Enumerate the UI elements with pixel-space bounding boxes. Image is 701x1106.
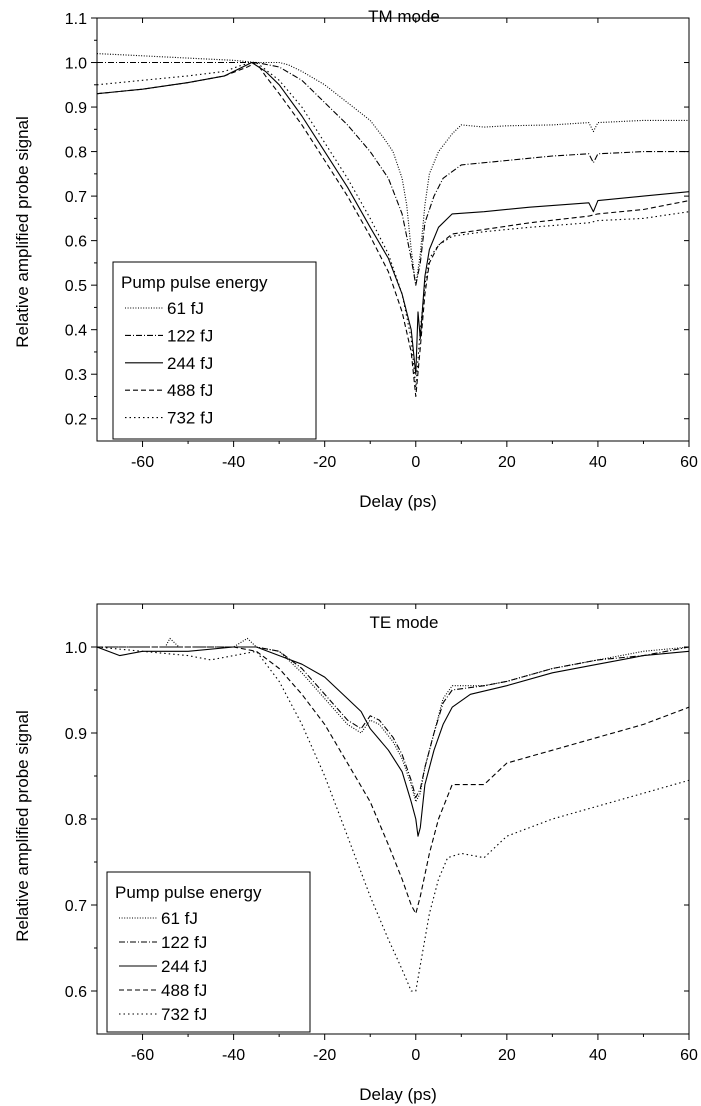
x-tick-label: -40 — [222, 1047, 245, 1064]
axis-ticks: -60 -40 -20 0 20 40 60 0.2 0.3 0.4 0.5 0.6 0.7 0.8 0.9… — [65, 11, 698, 471]
legend-label: 244 fJ — [161, 957, 207, 976]
y-tick-label: 0.8 — [65, 145, 87, 162]
chart-title: TE mode — [370, 613, 439, 632]
legend-label: 488 fJ — [161, 981, 207, 1000]
x-tick-label: 60 — [680, 454, 698, 471]
x-tick-label: 40 — [589, 1047, 607, 1064]
plot-frame — [96, 603, 690, 1035]
y-tick-label: 0.6 — [65, 234, 87, 251]
series-line-61-fj — [97, 53, 689, 286]
legend-label: 122 fJ — [167, 326, 213, 345]
series-line-122-fj — [97, 646, 689, 799]
series-line-122-fj — [97, 61, 689, 286]
legend-box — [106, 871, 311, 1033]
legend: Pump pulse energy 61 fJ 122 fJ 244 fJ 488 fJ… — [112, 261, 317, 440]
legend-label: 122 fJ — [161, 933, 207, 952]
y-axis-title: Relative amplified probe signal — [13, 710, 32, 942]
y-tick-label: 0.2 — [65, 412, 87, 429]
y-tick-label: 1.0 — [65, 56, 87, 73]
chart-title: TM mode — [368, 7, 440, 26]
series-group — [97, 637, 689, 992]
axis-ticks: -60 -40 -20 0 20 40 60 0.6 0.7 0.8 0.9 1.0 — [65, 604, 698, 1064]
tm-mode-chart: TM mode Relative amplified probe signal … — [13, 7, 698, 511]
x-tick-label: -20 — [313, 1047, 336, 1064]
x-axis-title: Delay (ps) — [359, 492, 436, 511]
x-tick-label: -40 — [222, 454, 245, 471]
legend-title: Pump pulse energy — [121, 273, 268, 292]
y-tick-label: 0.9 — [65, 726, 87, 743]
x-tick-label: 0 — [411, 1047, 420, 1064]
legend-label: 732 fJ — [167, 409, 213, 428]
y-axis-title: Relative amplified probe signal — [13, 116, 32, 348]
x-tick-label: 40 — [589, 454, 607, 471]
y-tick-label: 0.4 — [65, 323, 87, 340]
series-line-488-fj — [97, 646, 689, 915]
x-tick-label: -20 — [313, 454, 336, 471]
y-tick-label: 0.5 — [65, 278, 87, 295]
series-line-61-fj — [97, 637, 689, 803]
legend-label: 488 fJ — [167, 381, 213, 400]
legend: Pump pulse energy 61 fJ 122 fJ 244 fJ 488 fJ… — [106, 871, 311, 1033]
plot-frame — [96, 17, 690, 442]
y-tick-label: 0.9 — [65, 100, 87, 117]
y-tick-label: 0.7 — [65, 898, 87, 915]
x-axis-title: Delay (ps) — [359, 1085, 436, 1104]
x-tick-label: -60 — [131, 1047, 154, 1064]
x-tick-label: 60 — [680, 1047, 698, 1064]
legend-label: 61 fJ — [167, 299, 204, 318]
x-tick-label: 20 — [498, 454, 516, 471]
series-line-244-fj — [97, 646, 689, 837]
x-tick-label: 20 — [498, 1047, 516, 1064]
legend-label: 61 fJ — [161, 909, 198, 928]
y-tick-label: 1.1 — [65, 11, 87, 28]
te-mode-chart: TE mode Relative amplified probe signal … — [13, 603, 698, 1104]
legend-label: 732 fJ — [161, 1005, 207, 1024]
legend-title: Pump pulse energy — [115, 883, 262, 902]
y-tick-label: 0.6 — [65, 984, 87, 1001]
x-tick-label: 0 — [411, 454, 420, 471]
y-tick-label: 1.0 — [65, 640, 87, 657]
legend-box — [112, 261, 317, 440]
y-tick-label: 0.7 — [65, 189, 87, 206]
legend-label: 244 fJ — [167, 354, 213, 373]
x-tick-label: -60 — [131, 454, 154, 471]
series-line-732-fj — [97, 61, 689, 389]
series-line-488-fj — [97, 61, 689, 398]
y-tick-label: 0.3 — [65, 367, 87, 384]
y-tick-label: 0.8 — [65, 812, 87, 829]
series-group — [97, 53, 689, 398]
